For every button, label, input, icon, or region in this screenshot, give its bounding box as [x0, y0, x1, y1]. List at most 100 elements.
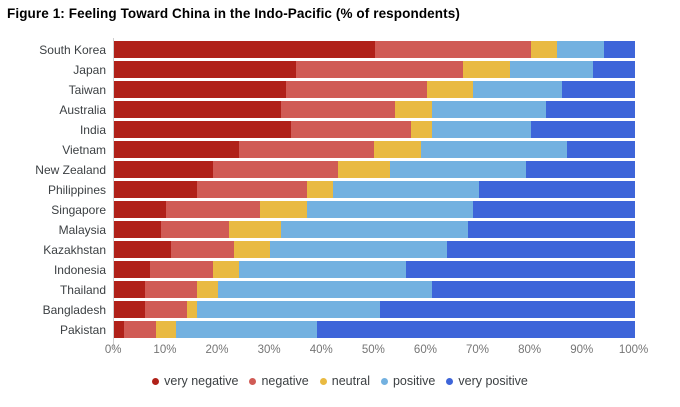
bar-segment-positive[interactable]: [509, 61, 594, 78]
legend-item-neutral: neutral: [319, 374, 370, 388]
bar-segment-very-negative[interactable]: [114, 61, 297, 78]
bar-segment-positive[interactable]: [270, 241, 448, 258]
legend-label: negative: [261, 374, 309, 388]
bar-segment-neutral[interactable]: [374, 141, 422, 158]
bar-segment-negative[interactable]: [166, 201, 260, 218]
bar-segment-positive[interactable]: [280, 221, 469, 238]
category-label: Indonesia: [53, 263, 106, 277]
bar-segment-neutral[interactable]: [463, 61, 510, 78]
bar-segment-positive[interactable]: [431, 121, 531, 138]
bar-segment-very-negative[interactable]: [114, 321, 125, 338]
bar-segment-positive[interactable]: [556, 41, 604, 58]
bar-segment-very-positive[interactable]: [567, 141, 635, 158]
bar-segment-very-positive[interactable]: [593, 61, 635, 78]
x-tick-label: 40%: [309, 344, 333, 356]
bar-segment-very-positive[interactable]: [317, 321, 635, 338]
x-tick-label: 80%: [518, 344, 542, 356]
bar-segment-positive[interactable]: [306, 201, 474, 218]
bar-segment-negative[interactable]: [280, 101, 396, 118]
bar-segment-very-negative[interactable]: [114, 121, 292, 138]
bar-segment-positive[interactable]: [239, 261, 406, 278]
bar-segment-very-positive[interactable]: [530, 121, 635, 138]
bar-segment-very-negative[interactable]: [114, 301, 146, 318]
bar-segment-neutral[interactable]: [228, 221, 281, 238]
bar-segment-neutral[interactable]: [259, 201, 307, 218]
legend-item-very-positive: very positive: [446, 374, 528, 388]
bar-segment-neutral[interactable]: [233, 241, 271, 258]
bar-segment-positive[interactable]: [431, 101, 547, 118]
bar-segment-neutral[interactable]: [197, 281, 219, 298]
bar-segment-very-negative[interactable]: [114, 101, 281, 118]
bar-segment-positive[interactable]: [390, 161, 526, 178]
bar-segment-positive[interactable]: [197, 301, 380, 318]
bar-segment-negative[interactable]: [150, 261, 213, 278]
chart-row-bangladesh: Bangladesh: [0, 300, 680, 320]
bar-segment-positive[interactable]: [421, 141, 568, 158]
bar-segment-very-negative[interactable]: [114, 81, 286, 98]
chart-row-thailand: Thailand: [0, 280, 680, 300]
bar-segment-positive[interactable]: [332, 181, 479, 198]
bar-segment-very-negative[interactable]: [114, 181, 198, 198]
bar-segment-negative[interactable]: [285, 81, 427, 98]
bar-segment-negative[interactable]: [145, 301, 187, 318]
legend-label: neutral: [331, 374, 370, 388]
bar-segment-positive[interactable]: [473, 81, 563, 98]
bar-segment-negative[interactable]: [171, 241, 234, 258]
bar-segment-positive[interactable]: [218, 281, 432, 298]
bar-segment-neutral[interactable]: [410, 121, 432, 138]
bar-segment-very-positive[interactable]: [473, 201, 635, 218]
chart-row-australia: Australia: [0, 100, 680, 120]
bar-segment-very-negative[interactable]: [114, 281, 146, 298]
bar-segment-very-positive[interactable]: [431, 281, 635, 298]
bar-segment-very-negative[interactable]: [114, 241, 172, 258]
category-label: Thailand: [59, 283, 106, 297]
bar-segment-neutral[interactable]: [338, 161, 391, 178]
bar-segment-neutral[interactable]: [155, 321, 177, 338]
bar-segment-neutral[interactable]: [306, 181, 333, 198]
bar-segment-negative[interactable]: [197, 181, 307, 198]
stacked-bar: [114, 161, 635, 178]
stacked-bar: [114, 41, 635, 58]
bar-segment-very-positive[interactable]: [447, 241, 635, 258]
bar-segment-neutral[interactable]: [395, 101, 432, 118]
bar-segment-very-positive[interactable]: [468, 221, 635, 238]
bar-segment-very-negative[interactable]: [114, 141, 240, 158]
bar-segment-negative[interactable]: [291, 121, 411, 138]
bar-segment-very-negative[interactable]: [114, 201, 167, 218]
bar-segment-negative[interactable]: [296, 61, 464, 78]
legend-item-positive: positive: [380, 374, 435, 388]
category-label: India: [79, 123, 106, 137]
bar-segment-neutral[interactable]: [530, 41, 557, 58]
bar-segment-positive[interactable]: [176, 321, 318, 338]
bar-segment-negative[interactable]: [145, 281, 198, 298]
category-label: Taiwan: [68, 83, 106, 97]
bar-segment-neutral[interactable]: [186, 301, 198, 318]
bar-segment-very-negative[interactable]: [114, 161, 213, 178]
stacked-bar: [114, 301, 635, 318]
bar-segment-negative[interactable]: [239, 141, 375, 158]
bar-segment-negative[interactable]: [160, 221, 229, 238]
bar-segment-very-negative[interactable]: [114, 41, 375, 58]
stacked-bar: [114, 321, 635, 338]
stacked-bar: [114, 141, 635, 158]
bar-segment-neutral[interactable]: [212, 261, 240, 278]
bar-segment-very-negative[interactable]: [114, 221, 161, 238]
bar-segment-very-positive[interactable]: [478, 181, 635, 198]
bar-segment-very-positive[interactable]: [525, 161, 635, 178]
bar-segment-very-positive[interactable]: [603, 41, 635, 58]
bar-segment-negative[interactable]: [124, 321, 156, 338]
x-tick-label: 0%: [104, 344, 122, 356]
legend-label: very positive: [458, 374, 528, 388]
bar-segment-very-positive[interactable]: [405, 261, 635, 278]
bar-segment-very-positive[interactable]: [546, 101, 635, 118]
bar-segment-very-positive[interactable]: [562, 81, 635, 98]
x-tick-label: 70%: [466, 344, 490, 356]
chart-row-south-korea: South Korea: [0, 40, 680, 60]
bar-segment-very-negative[interactable]: [114, 261, 151, 278]
bar-segment-very-positive[interactable]: [379, 301, 635, 318]
bar-segment-neutral[interactable]: [426, 81, 474, 98]
bar-segment-negative[interactable]: [212, 161, 339, 178]
bar-segment-negative[interactable]: [374, 41, 531, 58]
stacked-bar: [114, 241, 635, 258]
chart-legend: very negative negative neutral positive very…: [0, 372, 680, 390]
